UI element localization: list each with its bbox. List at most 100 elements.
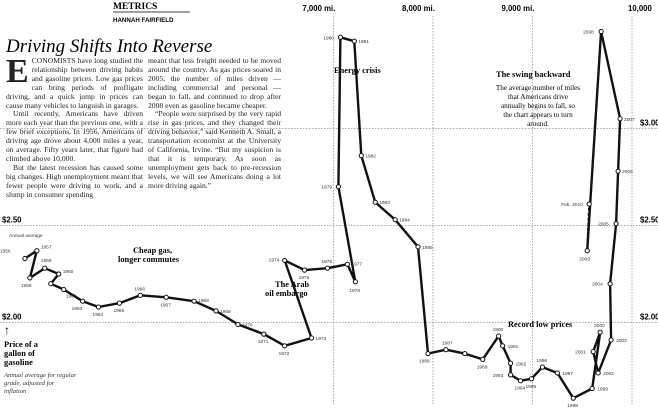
data-point xyxy=(372,199,378,205)
data-point-label: 1971 xyxy=(258,339,269,345)
data-point xyxy=(570,395,576,401)
data-point xyxy=(27,275,33,281)
chart-series: 1956 1957 1958 1959 1960 1962 1963 1964 1965 1966… xyxy=(0,28,635,408)
data-point-label: 1967 xyxy=(160,302,171,308)
data-point xyxy=(344,261,350,267)
data-point-label: 1995 xyxy=(525,384,536,390)
article-col2-p2: “People were surprised by the very rapid… xyxy=(148,109,281,190)
data-point xyxy=(598,28,604,35)
data-point-label: 1989 xyxy=(477,364,488,370)
y-tick-label: $2.00 xyxy=(2,313,22,322)
data-point-label: 2007 xyxy=(624,117,635,123)
data-point xyxy=(34,248,40,254)
x-tick-label: 9,000 mi. xyxy=(501,4,534,13)
data-point xyxy=(282,257,288,264)
data-point-label: 1979 xyxy=(321,185,332,191)
article-col1-p3: But the latest recession has caused some… xyxy=(6,162,143,199)
data-point xyxy=(617,116,623,122)
data-point-label: 2001 xyxy=(575,350,586,356)
data-point-label: 1956 xyxy=(0,248,11,254)
data-point-label: Feb. 2010 xyxy=(561,202,583,208)
data-point-label: 2003 xyxy=(616,338,627,344)
data-point xyxy=(301,267,308,273)
article-column-2: meant that less freight needed to be mov… xyxy=(148,56,281,191)
data-point-label: 1990 xyxy=(493,327,504,333)
annotation-cheap-gas: Cheap gas, longer commutes xyxy=(118,246,180,264)
data-point xyxy=(590,349,596,355)
drop-cap: E xyxy=(6,53,29,90)
line-series-projection xyxy=(586,204,591,251)
data-point xyxy=(116,300,123,306)
data-point xyxy=(539,364,546,370)
data-point-label: 1960 xyxy=(63,269,74,275)
data-point xyxy=(607,281,613,287)
data-point xyxy=(282,343,288,349)
data-point-label: 1974 xyxy=(269,257,280,263)
data-point-label: 1965 xyxy=(113,308,124,314)
data-point xyxy=(595,370,601,376)
data-point-label: 1983 xyxy=(379,200,390,206)
data-point xyxy=(597,329,603,335)
data-point-label: 2004 xyxy=(592,282,603,288)
x-tick-label: 8,000 mi. xyxy=(402,4,435,13)
data-point-label: 1984 xyxy=(399,218,410,224)
data-point-label: 1993 xyxy=(493,373,504,379)
data-point-label: 1998 xyxy=(567,403,578,408)
data-point-label: 1976 xyxy=(321,259,332,265)
data-point xyxy=(517,378,524,384)
section-label: METRICS xyxy=(113,2,157,12)
data-point xyxy=(528,376,535,382)
y-axis-arrow: ↑ xyxy=(4,323,10,337)
data-point xyxy=(95,304,102,310)
annotation-annual-average: Annual average xyxy=(9,233,43,239)
data-point xyxy=(496,333,502,339)
data-point xyxy=(352,279,358,285)
data-point-label: 1980 xyxy=(323,35,334,41)
data-point-label: 2002 xyxy=(603,371,614,377)
data-point xyxy=(324,265,331,271)
annotation-swing-title: The swing backward xyxy=(496,70,571,79)
data-point-label: 1981 xyxy=(358,39,369,45)
data-point xyxy=(137,292,143,298)
data-point xyxy=(507,372,514,378)
article-col1-p2: Until recently, Americans have driven mo… xyxy=(6,109,143,163)
data-point-label: 1996 xyxy=(536,358,547,364)
article-column-1: E CONOMISTS have long studied the relatio… xyxy=(6,53,143,200)
data-point xyxy=(392,217,398,223)
article-col2-p1: meant that less freight needed to be mov… xyxy=(148,56,281,110)
y-tick-label: $2.50 xyxy=(2,215,22,224)
annotation-record-low: Record low prices xyxy=(508,320,573,329)
x-tick-label: 10,000 xyxy=(628,4,653,13)
y-axis-label: Price of a gallon of gasoline xyxy=(4,340,39,367)
data-point-label: 2006 xyxy=(622,169,633,175)
y-axis-note: Annual average for regular grade, adjuste… xyxy=(3,372,77,395)
data-point-label: 1977 xyxy=(351,261,362,267)
data-point-label: 1987 xyxy=(442,341,453,347)
data-point-label: 1972 xyxy=(279,351,290,357)
data-point-label: 1957 xyxy=(41,245,52,251)
data-point xyxy=(42,265,48,271)
data-point xyxy=(235,321,241,328)
data-point-label: 1999 xyxy=(597,386,608,392)
data-point-label: 1966 xyxy=(134,286,145,292)
data-point-label: 1969 xyxy=(220,309,231,315)
data-point xyxy=(615,168,621,174)
data-point xyxy=(163,294,169,300)
data-point xyxy=(554,370,560,376)
data-point-label: 1997 xyxy=(562,371,573,377)
annotation-arab-embargo: The Arab oil embargo xyxy=(265,280,310,298)
data-point xyxy=(48,281,54,287)
data-point xyxy=(507,360,514,366)
data-point xyxy=(415,244,421,250)
data-point-label: 1978 xyxy=(349,288,360,294)
data-point-label: 1962 xyxy=(66,294,77,300)
data-point-label: 1973 xyxy=(316,336,327,342)
data-point-label: 2005 xyxy=(598,222,609,228)
data-point xyxy=(358,153,364,159)
line-series-gas-price xyxy=(24,30,622,400)
data-point-label: 2000 xyxy=(594,323,605,329)
data-point xyxy=(80,298,86,304)
data-point xyxy=(351,38,357,44)
data-point xyxy=(480,356,486,362)
